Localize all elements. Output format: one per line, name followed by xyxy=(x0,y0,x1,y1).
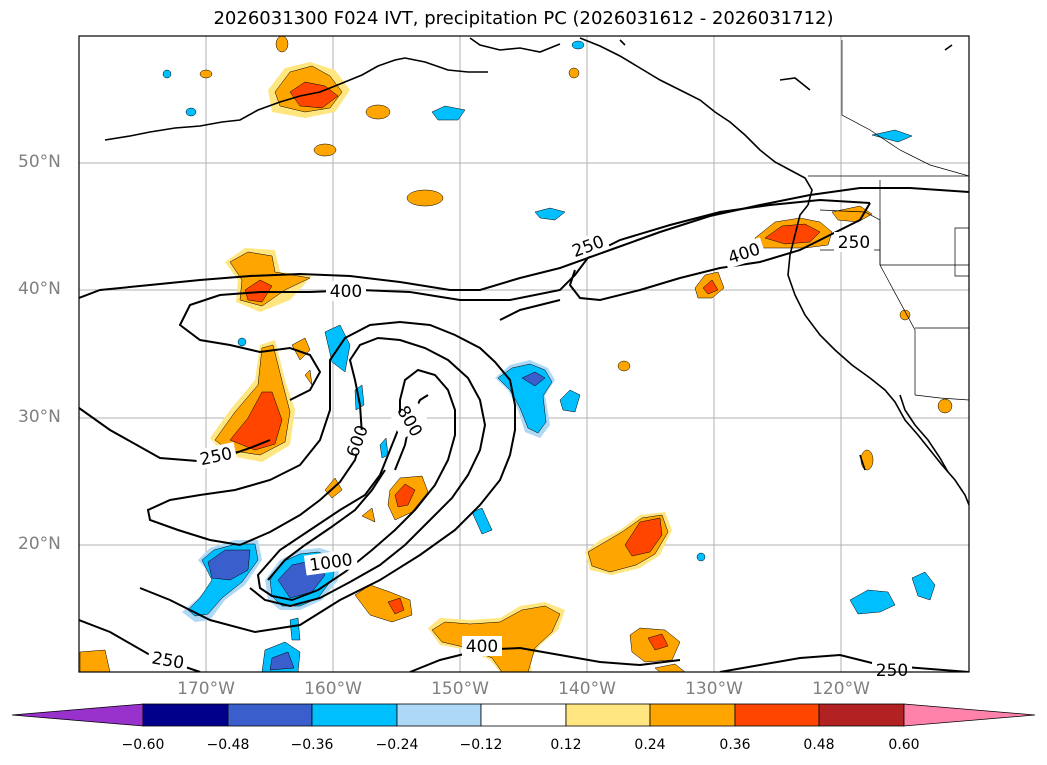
contour-label-250: 250 xyxy=(838,233,870,253)
lat-label-40n: 40°N xyxy=(18,279,61,299)
colorbar xyxy=(11,703,1036,727)
colorbar-bin xyxy=(649,703,736,727)
colorbar-tick: −0.36 xyxy=(290,737,334,753)
political-borders xyxy=(808,40,969,401)
contour-label-400: 400 xyxy=(466,637,498,657)
colorbar-bin xyxy=(311,703,398,727)
lon-label-140w: 140°W xyxy=(558,679,616,699)
colorbar-bin xyxy=(818,703,905,727)
map-frame xyxy=(78,35,970,673)
lon-label-160w: 160°W xyxy=(304,679,362,699)
colorbar-tick: −0.48 xyxy=(206,737,250,753)
colorbar-tick: 0.12 xyxy=(550,737,582,753)
colorbar-extend-low xyxy=(11,703,144,727)
lat-label-20n: 20°N xyxy=(18,534,61,554)
lon-label-170w: 170°W xyxy=(177,679,235,699)
coastlines xyxy=(104,37,969,506)
contour-label-250: 250 xyxy=(876,661,908,681)
colorbar-tick: −0.12 xyxy=(459,737,503,753)
colorbar-tick: −0.24 xyxy=(375,737,419,753)
colorbar-tick: 0.60 xyxy=(888,737,920,753)
lat-label-30n: 30°N xyxy=(18,407,61,427)
contour-label-400: 400 xyxy=(330,282,362,302)
colorbar-bin xyxy=(396,703,482,727)
colorbar-bin xyxy=(734,703,820,727)
lon-label-130w: 130°W xyxy=(685,679,743,699)
lat-label-50n: 50°N xyxy=(18,152,61,172)
colorbar-bin xyxy=(565,703,651,727)
lon-label-120w: 120°W xyxy=(812,679,870,699)
lon-label-150w: 150°W xyxy=(431,679,489,699)
colorbar-tick: 0.48 xyxy=(803,737,835,753)
colorbar-bin xyxy=(480,703,567,727)
colorbar-extend-high xyxy=(903,703,1036,727)
colorbar-bin xyxy=(227,703,313,727)
contour-label-bg xyxy=(146,229,912,672)
colorbar-tick: 0.36 xyxy=(719,737,751,753)
map-title: 2026031300 F024 IVT, precipitation PC (2… xyxy=(213,8,834,29)
colorbar-tick: −0.60 xyxy=(121,737,165,753)
colorbar-tick: 0.24 xyxy=(634,737,666,753)
colorbar-bin xyxy=(142,703,229,727)
